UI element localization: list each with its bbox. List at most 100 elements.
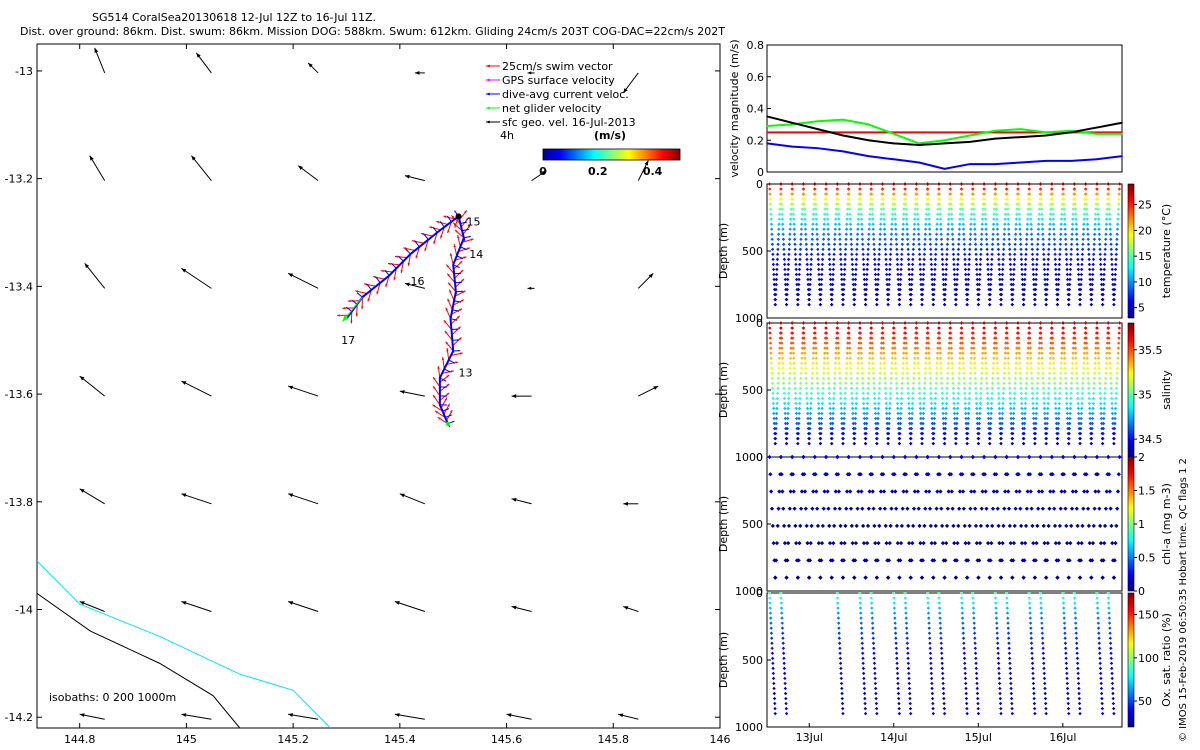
- profile-sample: [1046, 262, 1050, 267]
- net-glider-velocity-arrow: [342, 296, 363, 322]
- profile-sample: [988, 297, 992, 302]
- profile-sample: [992, 217, 996, 221]
- profile-sample: [1011, 277, 1016, 282]
- profile-sample: [848, 217, 852, 221]
- profile-sample: [878, 242, 882, 246]
- profile-sample: [1078, 292, 1083, 297]
- profile-sample: [875, 297, 879, 302]
- profile-sample: [887, 277, 892, 282]
- profile-sample: [1091, 262, 1095, 267]
- profile-sample: [917, 237, 921, 241]
- velocity-point: [867, 123, 870, 126]
- profile-sample: [1004, 182, 1009, 186]
- profile-sample: [889, 232, 894, 236]
- profile-sample: [936, 202, 940, 206]
- swim-vector-head: [451, 215, 455, 219]
- profile-sample: [870, 197, 874, 201]
- velocity-point: [1019, 161, 1022, 164]
- profile-sample: [804, 242, 808, 246]
- profile-sample: [1017, 207, 1021, 211]
- profile-sample: [1016, 182, 1020, 186]
- profile-sample: [811, 361, 815, 365]
- geo-velocity-arrow-head: [648, 273, 654, 278]
- profile-sample: [971, 187, 975, 191]
- profile-sample: [941, 282, 946, 287]
- profile-sample: [770, 386, 775, 391]
- profile-sample: [861, 257, 866, 262]
- colorbar-tick-label: 0: [539, 165, 547, 178]
- profile-sample: [989, 272, 993, 277]
- profile-sample: [872, 237, 876, 241]
- dac-vector: [452, 309, 460, 312]
- profile-sample: [781, 242, 786, 246]
- profile-sample: [863, 302, 868, 307]
- map-y-tick-label: -13.6: [5, 388, 33, 401]
- geo-velocity-arrow-shaft: [730, 714, 745, 719]
- profile-sample: [842, 272, 847, 277]
- profile-sample: [810, 237, 814, 241]
- profile-sample: [915, 197, 919, 201]
- map-x-tick-label: 145.4: [384, 733, 416, 746]
- profile-sample: [890, 217, 894, 221]
- profile-sample: [982, 187, 986, 191]
- profile-sample: [805, 257, 809, 262]
- profile-sample: [986, 277, 991, 282]
- velocity-y-tick-label: 0.2: [747, 134, 765, 147]
- profile-sample: [802, 346, 807, 350]
- dac-vector-head: [449, 414, 452, 417]
- profile-sample: [995, 212, 999, 216]
- velocity-point: [791, 131, 794, 134]
- profile-sample: [897, 302, 902, 307]
- velocity-y-axis-label: velocity magnitude (m/s): [728, 39, 741, 177]
- profile-sample: [1057, 267, 1061, 272]
- profile-sample: [785, 282, 790, 287]
- geo-velocity-arrow-head: [618, 713, 624, 718]
- swim-vector-head: [461, 278, 465, 282]
- profile-sample: [1110, 267, 1114, 272]
- dac-vector-head: [351, 299, 354, 302]
- colorbar-label: temperature (°C): [1160, 204, 1173, 298]
- dac-vector-head: [464, 248, 467, 250]
- profile-sample: [780, 212, 784, 216]
- swim-vector: [415, 246, 420, 259]
- profile-sample: [900, 247, 904, 252]
- geo-velocity-arrow-head: [414, 70, 420, 75]
- profile-sample: [864, 297, 868, 302]
- swim-vector-head: [376, 291, 379, 295]
- swim-vector-head: [445, 307, 448, 311]
- profile-sample: [782, 386, 786, 391]
- profile-sample: [887, 272, 892, 277]
- geo-velocity-arrow-head: [181, 493, 187, 498]
- swim-vector: [453, 244, 458, 256]
- profile-sample: [1005, 192, 1009, 196]
- profile-sample: [800, 202, 805, 206]
- profile-sample: [913, 212, 917, 216]
- profile-sample: [986, 272, 990, 277]
- profile-sample: [827, 396, 832, 401]
- dac-vector-head: [454, 210, 457, 213]
- profile-sample: [826, 227, 830, 231]
- profile-sample: [871, 227, 875, 231]
- colorbar-tick-label: 25: [1138, 199, 1152, 212]
- legend-arrow-head: [486, 64, 490, 68]
- profile-sample: [823, 202, 827, 206]
- geo-velocity-arrow: [637, 273, 654, 289]
- profile-sample: [938, 202, 942, 206]
- velocity-point: [842, 150, 844, 153]
- profile-sample: [960, 197, 964, 201]
- profile-sample: [896, 277, 900, 282]
- depth-axis-label: Depth (m): [717, 496, 730, 552]
- profile-sample: [797, 282, 801, 287]
- depth-tick-label: 500: [742, 384, 763, 397]
- geo-velocity-arrow: [637, 160, 649, 181]
- dac-vector: [391, 262, 397, 269]
- profile-sample: [853, 277, 858, 282]
- swim-vector: [450, 352, 463, 356]
- profile-sample: [937, 197, 942, 201]
- map-y-tick-label: -14.2: [5, 711, 33, 724]
- swim-vector: [372, 276, 385, 280]
- profile-sample: [858, 192, 863, 196]
- profile-sample: [902, 202, 906, 206]
- profile-sample: [787, 386, 791, 391]
- profile-sample: [799, 232, 803, 236]
